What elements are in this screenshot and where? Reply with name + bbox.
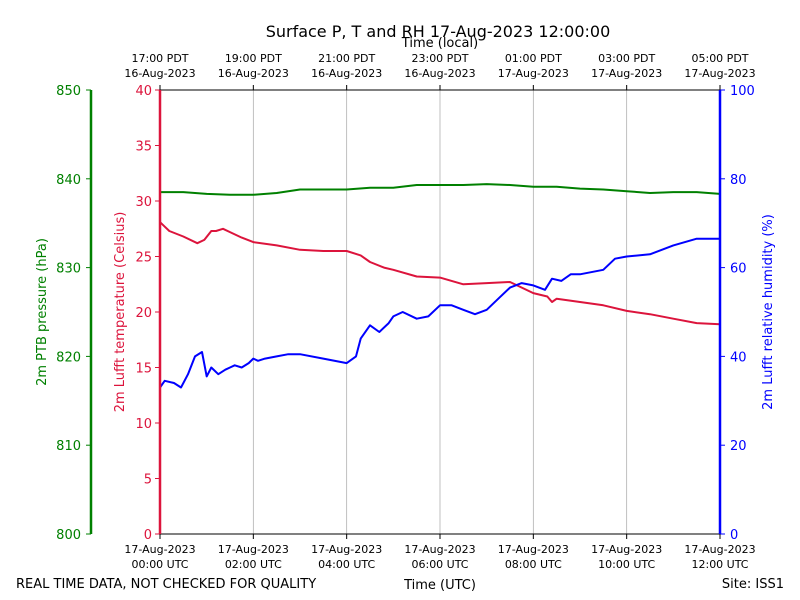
- local-tick-date: 16-Aug-2023: [404, 67, 475, 80]
- utc-tick-time: 06:00 UTC: [411, 558, 468, 571]
- temperature-axis-label: 2m Lufft temperature (Celsius): [113, 212, 128, 413]
- pressure-tick-label: 850: [56, 84, 81, 99]
- utc-tick-date: 17-Aug-2023: [311, 543, 382, 556]
- utc-tick-time: 02:00 UTC: [225, 558, 282, 571]
- utc-tick-date: 17-Aug-2023: [684, 543, 755, 556]
- humidity-tick-label: 0: [730, 528, 738, 543]
- pressure-line: [160, 183, 721, 196]
- humidity-tick-label: 80: [730, 173, 747, 188]
- local-tick-time: 23:00 PDT: [411, 52, 468, 65]
- temperature-tick-label: 35: [135, 140, 152, 155]
- utc-tick-time: 04:00 UTC: [318, 558, 375, 571]
- utc-tick-date: 17-Aug-2023: [124, 543, 195, 556]
- local-tick-date: 16-Aug-2023: [218, 67, 289, 80]
- local-tick-date: 16-Aug-2023: [124, 67, 195, 80]
- temperature-tick-label: 20: [135, 306, 152, 321]
- top-axis-label: Time (local): [401, 36, 478, 51]
- x-axis-label: Time (UTC): [403, 578, 476, 593]
- pressure-tick-label: 830: [56, 262, 81, 277]
- temperature-line: [159, 221, 721, 326]
- local-tick-date: 17-Aug-2023: [498, 67, 569, 80]
- footer-quality-note: REAL TIME DATA, NOT CHECKED FOR QUALITY: [16, 577, 316, 592]
- humidity-tick-label: 20: [730, 439, 747, 454]
- temperature-tick-label: 25: [135, 251, 152, 266]
- utc-tick-time: 12:00 UTC: [691, 558, 748, 571]
- local-tick-time: 19:00 PDT: [225, 52, 282, 65]
- axes-layer: [86, 85, 725, 539]
- footer-site: Site: ISS1: [722, 577, 784, 592]
- temperature-tick-label: 15: [135, 362, 152, 377]
- local-tick-time: 05:00 PDT: [691, 52, 748, 65]
- pressure-axis-label: 2m PTB pressure (hPa): [35, 238, 50, 386]
- temperature-tick-label: 0: [144, 528, 152, 543]
- temperature-tick-label: 30: [135, 195, 152, 210]
- temperature-tick-label: 10: [135, 417, 152, 432]
- series-layer: [159, 183, 721, 389]
- humidity-tick-label: 100: [730, 84, 755, 99]
- text-layer: Surface P, T and RH 17-Aug-2023 12:00:00…: [16, 22, 784, 593]
- local-tick-date: 16-Aug-2023: [311, 67, 382, 80]
- grid-lines: [252, 90, 628, 534]
- local-tick-time: 01:00 PDT: [505, 52, 562, 65]
- pressure-tick-label: 840: [56, 173, 81, 188]
- utc-tick-time: 10:00 UTC: [598, 558, 655, 571]
- utc-tick-time: 00:00 UTC: [131, 558, 188, 571]
- humidity-axis-label: 2m Lufft relative humidity (%): [761, 214, 776, 410]
- local-tick-date: 17-Aug-2023: [684, 67, 755, 80]
- local-tick-time: 17:00 PDT: [131, 52, 188, 65]
- temperature-tick-label: 40: [135, 84, 152, 99]
- chart-title: Surface P, T and RH 17-Aug-2023 12:00:00: [266, 22, 611, 41]
- local-tick-date: 17-Aug-2023: [591, 67, 662, 80]
- utc-tick-date: 17-Aug-2023: [404, 543, 475, 556]
- utc-tick-date: 17-Aug-2023: [218, 543, 289, 556]
- pressure-tick-label: 800: [56, 528, 81, 543]
- humidity-tick-label: 60: [730, 262, 747, 277]
- local-tick-time: 21:00 PDT: [318, 52, 375, 65]
- utc-tick-date: 17-Aug-2023: [591, 543, 662, 556]
- utc-tick-time: 08:00 UTC: [505, 558, 562, 571]
- utc-tick-date: 17-Aug-2023: [498, 543, 569, 556]
- pressure-tick-label: 820: [56, 350, 81, 365]
- humidity-line: [159, 237, 720, 389]
- humidity-tick-label: 40: [730, 350, 747, 365]
- local-tick-time: 03:00 PDT: [598, 52, 655, 65]
- pressure-tick-label: 810: [56, 439, 81, 454]
- temperature-tick-label: 5: [144, 473, 152, 488]
